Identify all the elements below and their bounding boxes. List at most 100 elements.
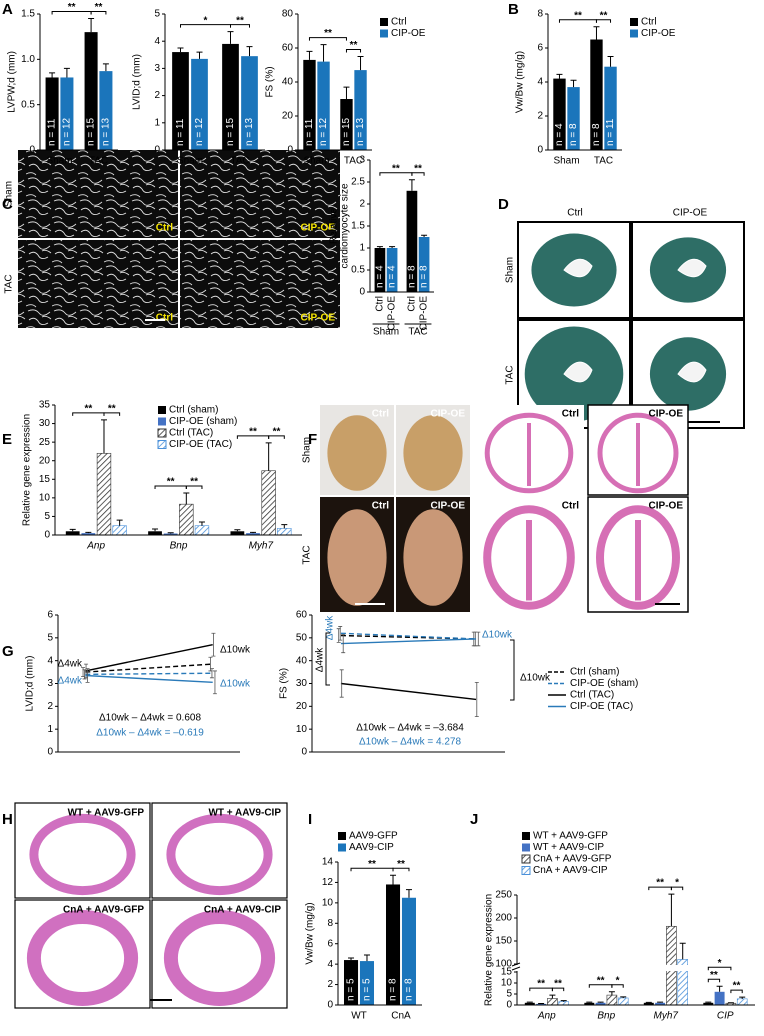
x-tick-label: Anp bbox=[537, 1011, 556, 1022]
bar bbox=[406, 190, 418, 292]
bar bbox=[714, 991, 725, 1005]
significance-label: ** bbox=[190, 477, 198, 488]
bar bbox=[340, 99, 353, 150]
y-tick-label: 5 bbox=[47, 632, 53, 643]
legend-label: AAV9-CIP bbox=[349, 842, 394, 853]
y-tick-label: 4 bbox=[327, 959, 333, 970]
image-label: Ctrl bbox=[372, 501, 389, 512]
row-label: TAC bbox=[505, 365, 516, 384]
legend-label: Ctrl bbox=[641, 17, 657, 28]
delta-bracket bbox=[325, 632, 330, 686]
delta-bracket bbox=[510, 639, 515, 701]
significance-label: ** bbox=[392, 163, 400, 174]
legend-label: Ctrl (TAC) bbox=[570, 690, 614, 701]
error-bar bbox=[363, 954, 370, 962]
n-label: n = 8 bbox=[404, 978, 415, 1001]
legend-label: CIP-OE bbox=[391, 28, 426, 39]
y-axis-label: cardiomyocyte size bbox=[340, 183, 351, 268]
y-axis-label: Relative gene expression bbox=[484, 894, 495, 1006]
error-bar bbox=[586, 1001, 593, 1003]
bar bbox=[617, 997, 629, 1006]
significance-bracket bbox=[707, 978, 721, 983]
error-bar bbox=[657, 1001, 664, 1003]
image-label: CIP-OE bbox=[301, 223, 336, 234]
y-tick-label: 2 bbox=[537, 111, 543, 122]
error-bar bbox=[405, 889, 412, 898]
y-tick-label: 3 bbox=[359, 155, 365, 166]
n-label: n = 13 bbox=[355, 117, 366, 146]
error-bar bbox=[250, 531, 257, 534]
y-tick-label: 1.5 bbox=[351, 221, 365, 232]
legend-swatch bbox=[380, 18, 388, 26]
y-tick-label: 20 bbox=[296, 701, 308, 712]
y-tick-label: 0.5 bbox=[351, 265, 365, 276]
section-outer bbox=[484, 412, 574, 494]
error-bar bbox=[183, 492, 190, 505]
bar bbox=[595, 1002, 606, 1005]
error-bar bbox=[69, 528, 76, 532]
x-tick-label: Myh7 bbox=[249, 541, 274, 552]
bar bbox=[606, 994, 618, 1006]
n-label: n = 11 bbox=[605, 118, 616, 146]
series-line bbox=[85, 674, 213, 684]
error-bar bbox=[265, 442, 272, 471]
bar bbox=[84, 32, 98, 151]
significance-label: ** bbox=[414, 163, 422, 174]
y-tick-label: 0 bbox=[44, 530, 50, 541]
error-bar bbox=[549, 994, 556, 999]
y-tick-label: 20 bbox=[39, 455, 51, 466]
error-bar bbox=[357, 56, 364, 71]
annotation: Δ10wk bbox=[482, 630, 513, 641]
section-ring bbox=[163, 909, 276, 1007]
legend-label: CIP-OE (sham) bbox=[169, 416, 237, 427]
ventricle bbox=[677, 361, 707, 383]
annotation: Δ10wk – Δ4wk = 4.278 bbox=[359, 737, 461, 748]
section-ring bbox=[29, 813, 136, 896]
y-tick-label: 35 bbox=[39, 400, 51, 411]
bar bbox=[590, 39, 603, 150]
error-bar bbox=[152, 528, 159, 532]
annotation: Δ10wk bbox=[220, 645, 251, 656]
y-tick-label: 80 bbox=[282, 9, 294, 20]
panel-letter: C bbox=[2, 196, 13, 213]
n-label: n = 8 bbox=[407, 265, 418, 288]
n-label: n = 15 bbox=[341, 117, 352, 146]
y-tick-label: 6 bbox=[327, 938, 333, 949]
significance-label: ** bbox=[236, 15, 244, 26]
bar bbox=[246, 533, 260, 535]
error-bar bbox=[209, 668, 214, 679]
section-outer bbox=[597, 412, 679, 494]
legend-label: CnA + AAV9-CIP bbox=[533, 865, 608, 876]
legend-label: WT + AAV9-CIP bbox=[533, 842, 604, 853]
n-label: n = 8 bbox=[591, 123, 602, 146]
bar bbox=[148, 531, 162, 535]
error-bar bbox=[716, 985, 723, 992]
bar bbox=[96, 452, 112, 536]
panel-letter: E bbox=[2, 431, 12, 448]
significance-label: * bbox=[204, 15, 208, 26]
error-bar bbox=[408, 179, 415, 191]
image-label: CIP-OE bbox=[431, 409, 466, 420]
legend-swatch bbox=[157, 428, 167, 438]
image-label: Ctrl bbox=[562, 409, 579, 420]
significance-label: * bbox=[718, 958, 722, 969]
significance-bracket bbox=[707, 966, 732, 971]
error-bar bbox=[556, 73, 563, 79]
section-ring bbox=[26, 909, 139, 1007]
bar bbox=[385, 884, 401, 1005]
ventricle bbox=[677, 258, 707, 278]
significance-bracket bbox=[230, 24, 250, 28]
legend-label: Ctrl (sham) bbox=[169, 405, 218, 416]
y-tick-label: 4 bbox=[537, 77, 543, 88]
bar bbox=[317, 61, 330, 150]
legend-swatch bbox=[630, 18, 638, 26]
image-label: CnA + AAV9-GFP bbox=[63, 905, 144, 916]
error-bar bbox=[597, 1001, 604, 1003]
y-tick-label: 60 bbox=[282, 43, 294, 54]
legend-swatch bbox=[338, 832, 346, 840]
y-tick-label: 5 bbox=[44, 511, 50, 522]
y-tick-label: 6 bbox=[537, 43, 543, 54]
x-tick-label: TAC bbox=[408, 327, 427, 338]
y-tick-label: 0 bbox=[287, 145, 293, 156]
